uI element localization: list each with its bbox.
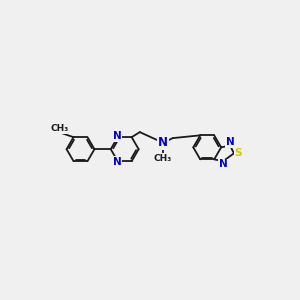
Text: S: S <box>234 148 242 158</box>
Text: N: N <box>226 137 235 147</box>
Text: N: N <box>219 159 228 170</box>
Text: CH₃: CH₃ <box>154 154 172 163</box>
Text: N: N <box>158 136 168 149</box>
Text: N: N <box>112 131 122 142</box>
Text: N: N <box>112 157 122 167</box>
Text: CH₃: CH₃ <box>50 124 69 134</box>
